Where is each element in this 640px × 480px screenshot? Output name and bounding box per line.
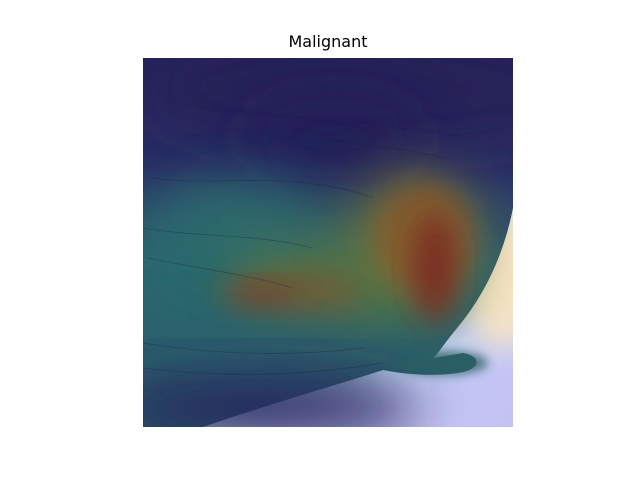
figure-title: Malignant — [288, 32, 368, 51]
heatmap-image-svg — [143, 58, 513, 427]
heatmap-overlay-image — [143, 58, 513, 427]
